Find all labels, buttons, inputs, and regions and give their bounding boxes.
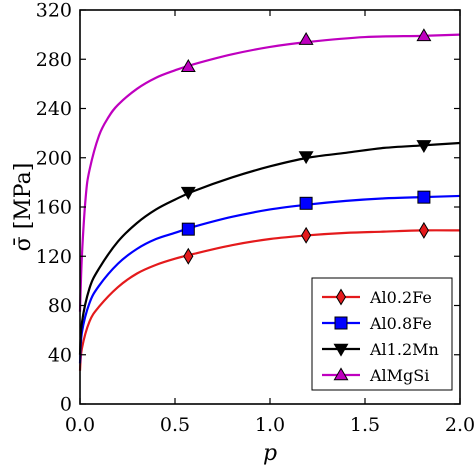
x-tick-label: 0.5 xyxy=(160,414,190,436)
legend-marker-al0-2fe xyxy=(335,288,347,306)
data-point-al0-8fe xyxy=(181,222,195,236)
data-point-almgsi xyxy=(298,31,314,45)
legend: Al0.2Fe Al0.8Fe Al1.2Mn AlMgSi xyxy=(311,277,453,391)
plot-area xyxy=(78,28,461,371)
series-line-al1-2mn xyxy=(78,141,461,355)
y-tick-label: 200 xyxy=(36,147,72,169)
data-point-al0-2fe xyxy=(418,221,429,239)
series-line-almgsi xyxy=(78,33,461,312)
legend-marker-almgsi xyxy=(333,367,349,381)
y-tick-label: 160 xyxy=(36,197,72,219)
data-point-al1-2mn xyxy=(180,186,196,200)
data-point-al1-2mn xyxy=(416,140,432,154)
legend-label-al0-2fe: Al0.2Fe xyxy=(369,288,432,307)
data-point-almgsi xyxy=(180,59,196,72)
legend-label-al0-8fe: Al0.8Fe xyxy=(369,314,432,333)
data-point-al0-2fe xyxy=(183,247,194,265)
legend-marker-al1-2mn xyxy=(333,343,349,357)
data-point-al1-2mn xyxy=(298,151,314,165)
y-axis-label: σ̄ [MPa] xyxy=(11,163,36,252)
y-tick-label: 240 xyxy=(36,98,72,120)
data-point-almgsi xyxy=(416,28,432,42)
legend-marker-al0-8fe xyxy=(334,316,348,330)
data-point-al0-8fe xyxy=(417,190,431,204)
axis-ticks: 0 40 80 120 160 200 240 280 320 0.0 0.5 1.0 1.5 2.0 xyxy=(36,0,474,436)
data-point-al0-8fe xyxy=(299,196,313,210)
x-axis-label: p xyxy=(263,441,277,466)
x-tick-label: 1.5 xyxy=(350,414,380,436)
y-tick-label: 280 xyxy=(36,49,72,71)
y-tick-label: 120 xyxy=(36,246,72,268)
x-tick-label: 1.0 xyxy=(255,414,285,436)
y-tick-label: 320 xyxy=(36,0,72,22)
y-tick-label: 0 xyxy=(60,394,72,416)
y-tick-label: 80 xyxy=(48,295,72,317)
x-tick-label: 2.0 xyxy=(445,414,474,436)
legend-label-al1-2mn: Al1.2Mn xyxy=(369,340,439,359)
legend-label-almgsi: AlMgSi xyxy=(369,366,429,385)
data-point-al0-2fe xyxy=(301,226,312,244)
x-tick-label: 0.0 xyxy=(65,414,95,436)
y-tick-label: 40 xyxy=(48,344,72,366)
